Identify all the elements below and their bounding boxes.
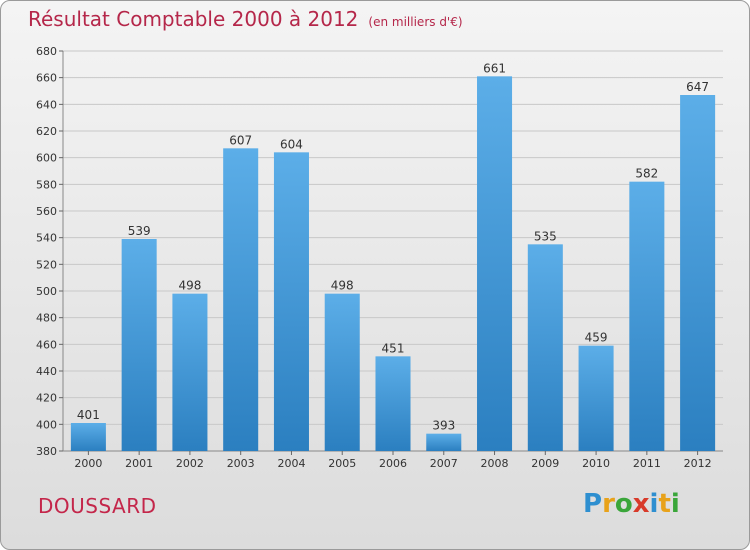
x-tick-label: 2010 — [582, 457, 610, 470]
data-label: 647 — [686, 80, 709, 94]
y-tick-label: 520 — [36, 258, 57, 271]
chart-title: Résultat Comptable 2000 à 2012 — [28, 7, 359, 31]
x-tick-label: 2012 — [684, 457, 712, 470]
x-tick-label: 2009 — [531, 457, 559, 470]
x-tick-label: 2002 — [176, 457, 204, 470]
data-label: 498 — [178, 279, 201, 293]
bar — [324, 293, 360, 451]
logo-letter: i — [670, 489, 680, 519]
logo-letter: t — [658, 489, 671, 519]
bar — [70, 423, 106, 451]
logo-letter: o — [614, 489, 633, 519]
x-tick-label: 2004 — [277, 457, 305, 470]
y-tick-label: 620 — [36, 125, 57, 138]
y-tick-label: 600 — [36, 152, 57, 165]
data-label: 604 — [280, 137, 303, 151]
y-tick-label: 400 — [36, 418, 57, 431]
bar — [273, 152, 309, 452]
x-axis-ticks: 2000 2001 2002 2003 2004 2005 2006 2007 2008 2009… — [74, 451, 712, 470]
chart-title-block: Résultat Comptable 2000 à 2012 (en millie… — [28, 7, 463, 31]
x-tick-label: 2005 — [328, 457, 356, 470]
y-tick-label: 440 — [36, 365, 57, 378]
bar — [121, 239, 157, 451]
bar — [375, 356, 411, 451]
y-tick-label: 420 — [36, 392, 57, 405]
y-axis-ticks: 380 400 420 440 460 480 500 520 540 560 580 600 620 6… — [36, 45, 63, 458]
logo-letter: i — [649, 489, 659, 519]
data-label: 498 — [331, 279, 354, 293]
logo-letter: P — [583, 489, 603, 519]
y-tick-label: 480 — [36, 312, 57, 325]
y-tick-label: 460 — [36, 338, 57, 351]
data-label: 535 — [534, 229, 557, 243]
logo-letter: r — [602, 489, 615, 519]
data-label: 661 — [483, 61, 506, 75]
chart-unit: (en milliers d'€) — [368, 15, 463, 29]
bar — [527, 244, 563, 451]
y-tick-label: 380 — [36, 445, 57, 458]
bar — [223, 148, 259, 452]
y-tick-label: 560 — [36, 205, 57, 218]
data-label: 582 — [635, 167, 658, 181]
data-label: 393 — [432, 419, 455, 433]
y-tick-label: 580 — [36, 178, 57, 191]
data-label: 451 — [382, 341, 405, 355]
x-tick-label: 2008 — [481, 457, 509, 470]
x-tick-label: 2001 — [125, 457, 153, 470]
bars — [70, 76, 716, 452]
data-label: 459 — [585, 331, 608, 345]
bar — [172, 293, 208, 451]
y-tick-label: 640 — [36, 98, 57, 111]
bar — [477, 76, 513, 451]
proxiti-logo[interactable]: Proxiti — [583, 489, 680, 519]
data-label: 539 — [128, 224, 151, 238]
y-tick-label: 660 — [36, 72, 57, 85]
bar — [426, 433, 462, 451]
place-name: DOUSSARD — [38, 494, 157, 518]
y-tick-label: 500 — [36, 285, 57, 298]
x-tick-label: 2003 — [227, 457, 255, 470]
y-tick-label: 680 — [36, 45, 57, 58]
data-label: 401 — [77, 408, 100, 422]
bar — [629, 181, 665, 451]
y-tick-label: 540 — [36, 232, 57, 245]
data-label: 607 — [229, 133, 252, 147]
x-tick-label: 2000 — [74, 457, 102, 470]
bar — [578, 345, 614, 451]
x-tick-label: 2007 — [430, 457, 458, 470]
logo-letter: x — [632, 489, 650, 519]
data-labels: 401 539 498 607 604 498 451 393 661 535 459 582 647 — [77, 61, 709, 432]
x-tick-label: 2011 — [633, 457, 661, 470]
bar — [680, 95, 716, 451]
x-tick-label: 2006 — [379, 457, 407, 470]
